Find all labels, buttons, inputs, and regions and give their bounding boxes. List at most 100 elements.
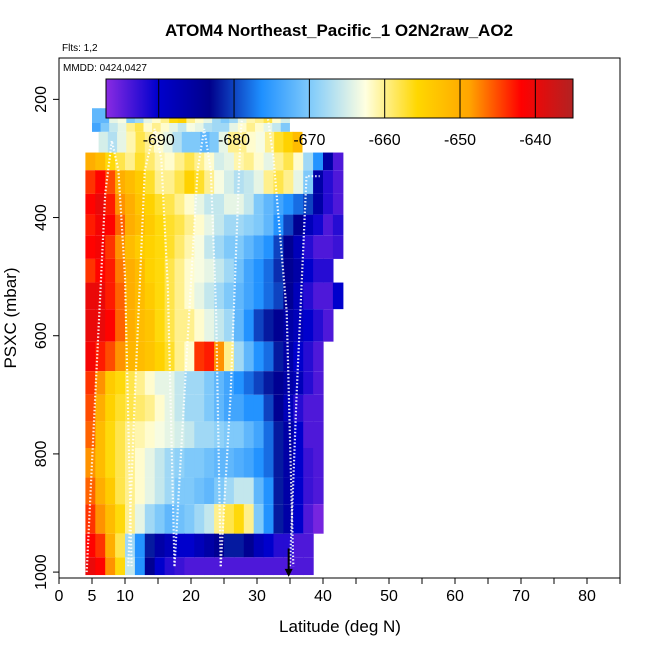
heatmap-cell — [105, 258, 116, 283]
heatmap-cell — [144, 557, 156, 576]
heatmap-cell — [194, 533, 205, 558]
heatmap-cell — [135, 131, 146, 153]
heatmap-cell — [283, 394, 294, 422]
heatmap-cell — [303, 421, 314, 448]
heatmap-cell — [115, 235, 126, 259]
heatmap-cell — [125, 477, 136, 505]
heatmap-cell — [125, 193, 136, 215]
colorbar-tick-label: -660 — [369, 132, 401, 149]
x-tick-label: 80 — [578, 588, 596, 605]
heatmap-cell — [283, 131, 294, 153]
heatmap-cell — [181, 131, 192, 153]
heatmap-cell — [134, 214, 146, 236]
heatmap-cell — [303, 341, 314, 372]
heatmap-cell — [85, 282, 96, 310]
heatmap-cell — [194, 371, 205, 395]
heatmap-cell — [323, 258, 334, 283]
heatmap-cell — [174, 235, 185, 259]
chart-title: ATOM4 Northeast_Pacific_1 O2N2raw_AO2 — [165, 21, 513, 40]
heatmap-cell — [263, 371, 275, 395]
heatmap-cell — [263, 533, 275, 558]
heatmap-cell — [194, 170, 205, 194]
heatmap-cell — [218, 131, 229, 153]
heatmap-cell — [323, 309, 334, 342]
heatmap-cell — [293, 371, 304, 395]
heatmap-cell — [273, 152, 284, 171]
heatmap-cell — [263, 170, 275, 194]
heatmap-cell — [253, 170, 265, 194]
heatmap-cell — [263, 504, 275, 534]
heatmap-cell — [313, 214, 324, 236]
heatmap-cell — [154, 282, 166, 310]
heatmap-cell — [115, 214, 126, 236]
heatmap-cell — [273, 448, 284, 478]
heatmap-cell — [95, 533, 106, 558]
heatmap-cell — [164, 152, 176, 171]
heatmap-cell — [134, 421, 146, 448]
heatmap-cell — [105, 371, 116, 395]
heatmap-cell — [283, 421, 294, 448]
x-tick-label: 50 — [380, 588, 398, 605]
heatmap-cell — [313, 258, 324, 283]
heatmap-cell — [283, 371, 294, 395]
heatmap-cell — [152, 123, 162, 132]
heatmap-cell — [303, 309, 314, 342]
heatmap-cell — [263, 394, 275, 422]
heatmap-cell — [105, 394, 116, 422]
heatmap-cell — [293, 533, 304, 558]
heatmap-cell — [332, 214, 344, 236]
heatmap-cell — [243, 448, 255, 478]
heatmap-cell — [154, 341, 166, 372]
heatmap-cell — [95, 371, 106, 395]
heatmap-cell — [224, 309, 235, 342]
heatmap-cell — [283, 214, 294, 236]
y-tick-label: 1000 — [33, 554, 50, 590]
heatmap-cell — [174, 533, 185, 558]
heatmap-cell — [273, 477, 284, 505]
heatmap-cell — [303, 214, 314, 236]
heatmap-cell — [293, 421, 304, 448]
heatmap-cell — [313, 282, 324, 310]
heatmap-cell — [126, 123, 136, 132]
flight-track — [173, 128, 222, 567]
flights-label: Flts: 1,2 — [62, 43, 98, 54]
heatmap-cell — [273, 371, 284, 395]
heatmap-cell — [253, 341, 265, 372]
heatmap-cell — [125, 214, 136, 236]
heatmap-cell — [154, 504, 166, 534]
y-tick-label: 800 — [33, 440, 50, 467]
heatmap-cell — [125, 557, 136, 576]
heatmap-cell — [164, 533, 176, 558]
heatmap-cell — [85, 448, 96, 478]
heatmap-cell — [134, 504, 146, 534]
heatmap-cell — [200, 131, 211, 153]
heatmap-cell — [204, 235, 215, 259]
heatmap-cell — [233, 309, 245, 342]
heatmap-cell — [224, 504, 235, 534]
heatmap-cell — [154, 477, 166, 505]
heatmap-cell — [85, 557, 96, 576]
heatmap-cell — [134, 123, 145, 132]
heatmap-cell — [293, 282, 304, 310]
heatmap-cell — [95, 557, 106, 576]
heatmap-cell — [243, 504, 255, 534]
heatmap-cell — [323, 214, 334, 236]
heatmap-cell — [134, 448, 146, 478]
heatmap-cell — [214, 258, 225, 283]
heatmap-cell — [115, 448, 126, 478]
heatmap-cell — [204, 371, 215, 395]
heatmap-cell — [224, 477, 235, 505]
heatmap-cell — [154, 214, 166, 236]
x-tick-label: 10 — [116, 588, 134, 605]
heatmap-cell — [144, 477, 156, 505]
heatmap-cell — [144, 448, 156, 478]
heatmap-cell — [273, 258, 284, 283]
heatmap-cell — [144, 258, 156, 283]
heatmap-cell — [274, 131, 284, 153]
heatmap-cell — [233, 477, 245, 505]
heatmap-cell — [154, 170, 166, 194]
heatmap-cell — [105, 341, 116, 372]
x-tick-label: 70 — [512, 588, 530, 605]
heatmap-cell — [144, 282, 156, 310]
